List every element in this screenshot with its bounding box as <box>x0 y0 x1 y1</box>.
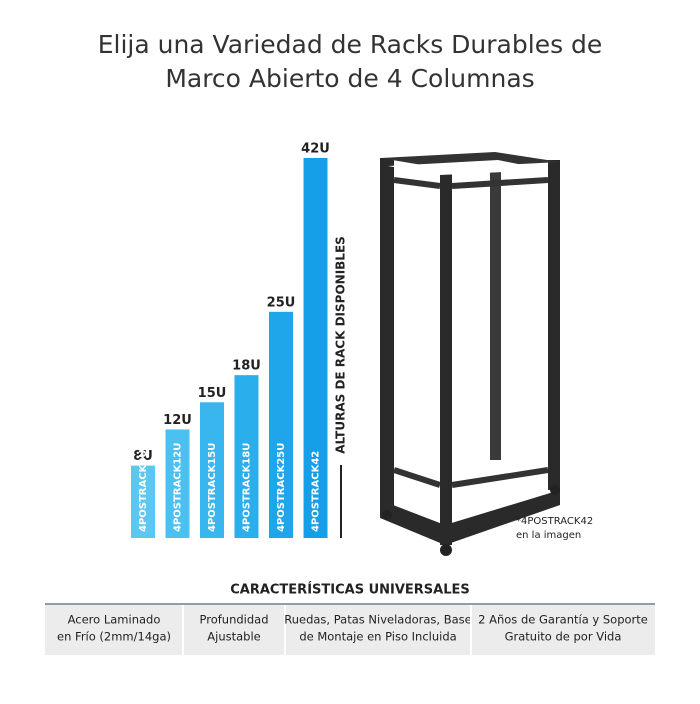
features-band <box>45 605 655 655</box>
bar <box>165 429 190 538</box>
title-line: Marco Abierto de 4 Columnas <box>165 64 534 93</box>
feature-text: Acero Laminado <box>68 613 161 627</box>
title-line: Elija una Variedad de Racks Durables de <box>98 30 603 59</box>
value-label: 25U <box>267 295 296 310</box>
y-axis-label: ALTURAS DE RACK DISPONIBLES <box>334 236 348 454</box>
bar-label: 4POSTRACK8U <box>138 450 149 532</box>
image-caption: *4POSTRACK42 <box>516 516 593 527</box>
value-label: 15U <box>198 386 227 401</box>
value-label: 8U <box>133 449 153 464</box>
feature-text: Ajustable <box>207 630 260 644</box>
rack-image <box>380 152 560 556</box>
bar-label: 4POSTRACK18U <box>242 443 253 532</box>
bar-label: 4POSTRACK12U <box>173 443 184 532</box>
bar <box>200 402 224 538</box>
bar <box>234 375 259 538</box>
bar <box>269 311 293 538</box>
bar-label: 4POSTRACK25U <box>276 443 287 532</box>
feature-text: Profundidad <box>199 613 268 627</box>
feature-text: 2 Años de Garantía y Soporte <box>478 613 648 627</box>
feature-text: de Montaje en Piso Incluida <box>299 630 456 644</box>
value-label: 42U <box>301 142 330 157</box>
features-heading: CARACTERÍSTICAS UNIVERSALES <box>230 582 470 598</box>
bar <box>131 465 155 538</box>
bar <box>303 158 328 538</box>
feature-text: Gratuito de por Vida <box>505 630 622 644</box>
bar-label: 4POSTRACK15U <box>207 443 218 532</box>
value-label: 12U <box>163 413 192 428</box>
feature-text: en Frío (2mm/14ga) <box>57 630 171 644</box>
bar-label: 4POSTRACK42 <box>311 451 322 532</box>
image-caption: en la imagen <box>516 530 581 541</box>
value-label: 18U <box>232 359 261 374</box>
feature-text: Ruedas, Patas Niveladoras, Base <box>284 613 472 627</box>
